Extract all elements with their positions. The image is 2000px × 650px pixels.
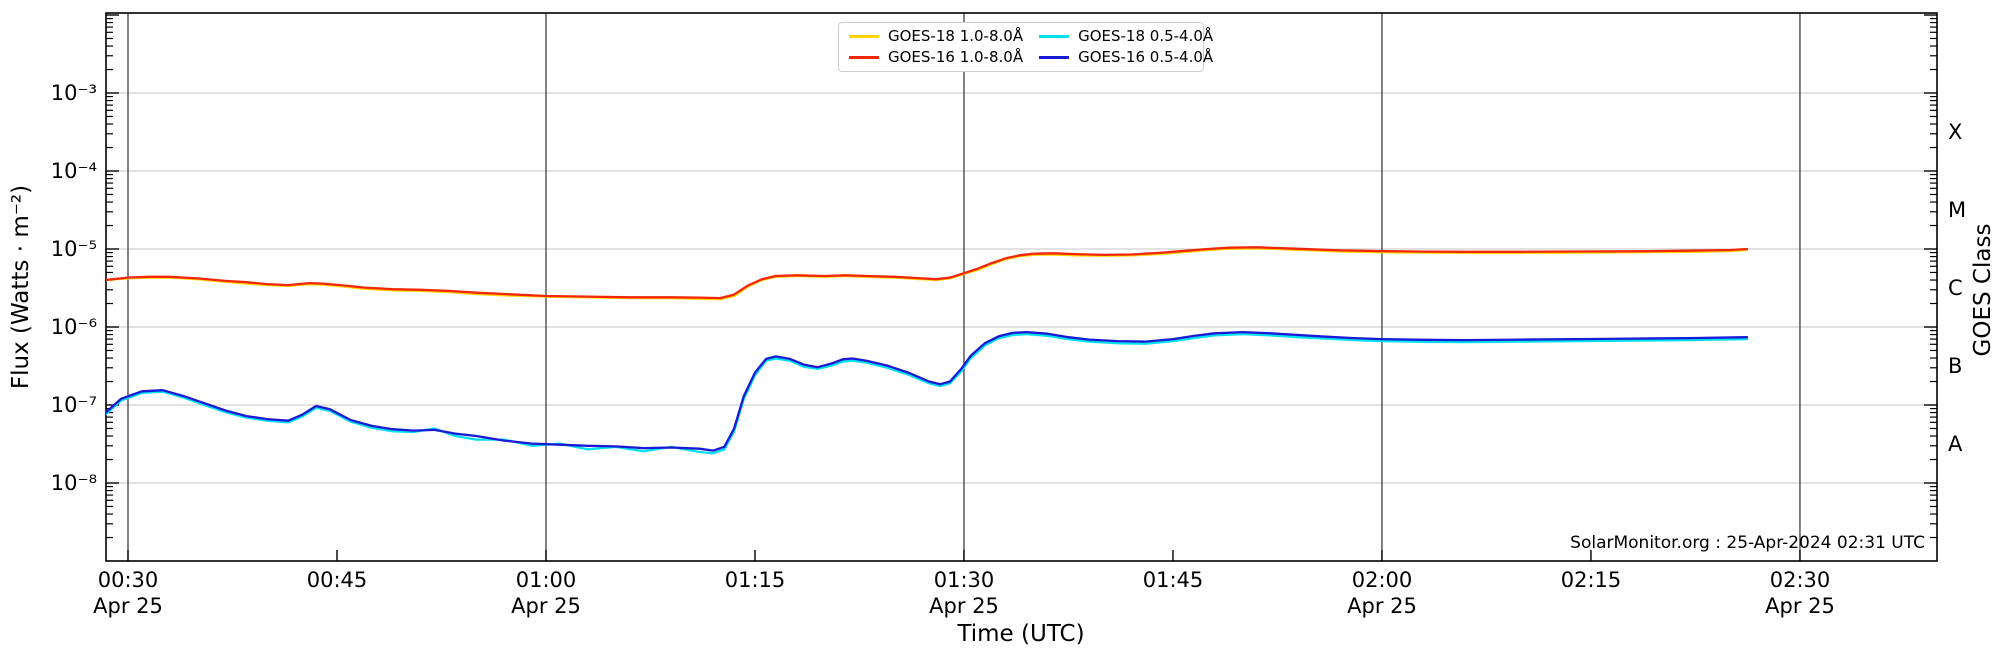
series-line-goes-18-0-5-4-0- (106, 332, 1749, 455)
y-tick-1e-7: 10⁻⁷ (51, 393, 97, 417)
legend-item-goes16-short: GOES-16 0.5-4.0Å (1039, 50, 1213, 65)
legend-line-swatch-goes16-short-icon (1039, 56, 1070, 59)
x-axis-tick-labels: 00:30 00:45 01:00 01:15 01:30 01:45 02:0… (93, 568, 1835, 618)
x-tick-0230: 02:30 (1770, 568, 1831, 592)
class-label-m: M (1948, 198, 1966, 222)
class-label-b: B (1948, 354, 1962, 378)
series-line-goes-16-0-5-4-0- (106, 330, 1749, 452)
y-tick-1e-5: 10⁻⁵ (51, 237, 97, 261)
grid-and-frame-layer (105, 12, 1938, 562)
legend: GOES-18 1.0-8.0Å GOES-16 1.0-8.0Å GOES-1… (838, 22, 1213, 72)
x-date-0130: Apr 25 (929, 594, 999, 618)
x-date-0230: Apr 25 (1765, 594, 1835, 618)
right-axis-title: GOES Class (1970, 224, 1996, 357)
source-annotation: SolarMonitor.org : 25-Apr-2024 02:31 UTC (1570, 533, 1925, 553)
legend-label-goes16-long: GOES-16 1.0-8.0Å (888, 48, 1024, 66)
legend-item-goes18-long: GOES-18 1.0-8.0Å (849, 29, 1023, 44)
x-date-0100: Apr 25 (511, 594, 581, 618)
x-axis-title: Time (UTC) (956, 621, 1084, 647)
x-tick-0115: 01:15 (725, 568, 786, 592)
plot-frame (105, 12, 1938, 562)
series-line-goes-18-1-0-8-0- (106, 247, 1749, 301)
legend-line-swatch-goes16-long-icon (849, 56, 879, 59)
class-label-a: A (1948, 432, 1963, 456)
y-tick-1e-4: 10⁻⁴ (51, 159, 97, 183)
legend-line-swatch-goes18-short-icon (1039, 35, 1070, 38)
x-date-0200: Apr 25 (1347, 594, 1417, 618)
x-tick-0145: 01:45 (1143, 568, 1204, 592)
legend-line-swatch-goes18-long-icon (849, 35, 879, 38)
x-date-0030: Apr 25 (93, 594, 163, 618)
x-tick-0100: 01:00 (516, 568, 577, 592)
legend-label-goes18-short: GOES-18 0.5-4.0Å (1078, 27, 1214, 45)
class-label-c: C (1948, 276, 1963, 300)
y-axis-tick-labels: 10⁻³ 10⁻⁴ 10⁻⁵ 10⁻⁶ 10⁻⁷ 10⁻⁸ (51, 81, 97, 495)
x-tick-0045: 00:45 (307, 568, 368, 592)
goes-class-labels: X M C B A (1948, 120, 1966, 456)
y-tick-1e-6: 10⁻⁶ (51, 315, 97, 339)
x-tick-0030: 00:30 (98, 568, 159, 592)
x-tick-0215: 02:15 (1561, 568, 1622, 592)
class-label-x: X (1948, 120, 1962, 144)
legend-label-goes18-long: GOES-18 1.0-8.0Å (888, 27, 1024, 45)
y-tick-1e-3: 10⁻³ (51, 81, 97, 105)
legend-item-goes18-short: GOES-18 0.5-4.0Å (1039, 29, 1213, 44)
x-tick-0200: 02:00 (1352, 568, 1413, 592)
y-axis-title: Flux (Watts · m⁻²) (8, 185, 34, 389)
legend-item-goes16-long: GOES-16 1.0-8.0Å (849, 50, 1023, 65)
x-tick-0130: 01:30 (934, 568, 995, 592)
y-tick-1e-8: 10⁻⁸ (51, 471, 97, 495)
legend-label-goes16-short: GOES-16 0.5-4.0Å (1078, 48, 1214, 66)
series-line-goes-16-1-0-8-0- (106, 246, 1749, 300)
